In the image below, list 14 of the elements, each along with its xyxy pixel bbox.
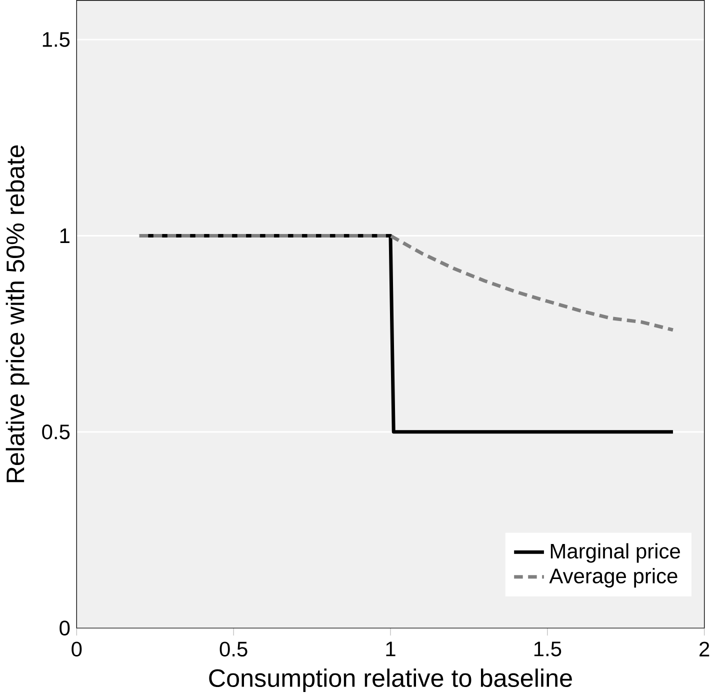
y-tick-label: 0.5 bbox=[42, 424, 70, 440]
line-series bbox=[138, 234, 675, 332]
y-tick-label: 1 bbox=[60, 228, 70, 244]
y-axis-title: Relative price with 50% rebate bbox=[6, 145, 30, 482]
legend-label: Average price bbox=[549, 568, 678, 588]
y-tick-label: 0 bbox=[60, 620, 70, 636]
x-tick-label: 0 bbox=[72, 642, 82, 657]
x-tick-label: 1 bbox=[386, 642, 396, 656]
y-tick-label: 1.5 bbox=[42, 32, 70, 47]
x-tick-label: 2 bbox=[700, 642, 710, 656]
x-tick-label: 1.5 bbox=[534, 642, 562, 656]
x-axis-title: Consumption relative to baseline bbox=[209, 668, 572, 692]
x-tick-label: 0.5 bbox=[220, 642, 248, 657]
legend-label: Marginal price bbox=[550, 543, 680, 563]
